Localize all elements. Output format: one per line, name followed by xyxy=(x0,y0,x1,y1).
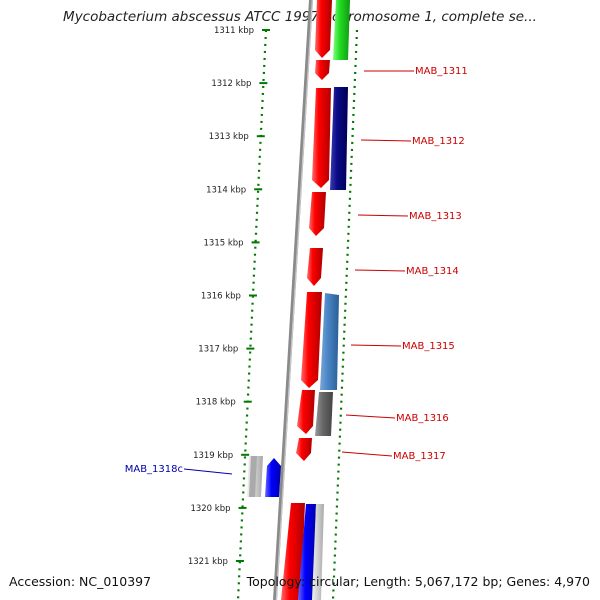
ruler-tick-label: 1318 kbp xyxy=(196,398,236,408)
gene-label[interactable]: MAB_1316 xyxy=(396,413,449,424)
ruler-tick-label: 1317 kbp xyxy=(198,345,238,355)
ruler-tick-label: 1314 kbp xyxy=(206,185,246,195)
gene-leader-lines xyxy=(183,70,414,475)
inner-track-genes xyxy=(298,0,350,600)
gene-labels: MAB_1311 MAB_1312 MAB_1313 MAB_1314 MAB_1315… xyxy=(125,66,468,475)
left-ruler xyxy=(236,29,268,600)
gene-label[interactable]: MAB_1312 xyxy=(412,136,465,147)
gene-block xyxy=(309,192,326,236)
map-title: Mycobacterium abscessus ATCC 19977 chrom… xyxy=(63,9,537,25)
ruler-ticks: 1311 kbp 1312 kbp 1313 kbp 1314 kbp 1315 kbp… xyxy=(188,26,270,567)
gene-label[interactable]: MAB_1314 xyxy=(406,266,459,277)
gene-label[interactable]: MAB_1318c xyxy=(125,464,183,475)
ruler-tick-label: 1313 kbp xyxy=(209,132,249,142)
gene-block xyxy=(265,458,281,497)
ruler-tick-label: 1312 kbp xyxy=(211,79,251,89)
gene-block xyxy=(320,293,339,390)
topology-summary: Topology: circular; Length: 5,067,172 bp… xyxy=(246,574,590,589)
gene-block xyxy=(315,392,333,436)
gene-block xyxy=(312,504,324,600)
gene-block xyxy=(330,87,348,190)
forward-genes xyxy=(281,0,332,600)
ruler-tick-label: 1320 kbp xyxy=(190,504,230,514)
gene-block xyxy=(333,0,350,60)
gene-block xyxy=(315,60,330,80)
gene-block xyxy=(315,0,332,58)
gene-block xyxy=(249,456,257,497)
ruler-tick-label: 1311 kbp xyxy=(214,26,254,36)
ruler-tick-label: 1315 kbp xyxy=(204,238,244,248)
gene-block xyxy=(312,88,331,188)
gene-block xyxy=(281,503,305,600)
gene-label[interactable]: MAB_1315 xyxy=(402,341,455,352)
gene-block xyxy=(298,504,316,600)
ruler-tick-label: 1316 kbp xyxy=(201,292,241,302)
gene-block xyxy=(297,390,315,434)
gene-label[interactable]: MAB_1317 xyxy=(393,451,446,462)
gene-label[interactable]: MAB_1313 xyxy=(409,211,462,222)
chromosome-backbone xyxy=(273,0,313,600)
reverse-gene-pair xyxy=(247,456,281,497)
gene-block xyxy=(296,438,312,461)
accession-text: Accession: NC_010397 xyxy=(9,574,152,589)
ruler-tick-label: 1321 kbp xyxy=(188,557,228,567)
ruler-tick-label: 1319 kbp xyxy=(193,451,233,461)
gene-block xyxy=(301,292,322,388)
gene-label[interactable]: MAB_1311 xyxy=(415,66,468,77)
gene-block xyxy=(307,248,323,286)
